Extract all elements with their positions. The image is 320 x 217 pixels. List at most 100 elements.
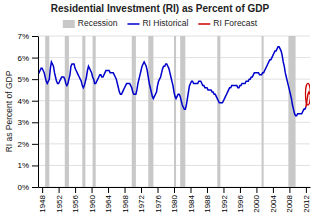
- y-axis-line: [38, 37, 39, 188]
- x-tick-mark: [174, 187, 175, 193]
- y-tick-mark: [32, 122, 38, 123]
- x-tick-mark: [141, 187, 142, 193]
- x-tick-label: 1972: [137, 194, 146, 212]
- y-tick: 3%: [17, 118, 38, 127]
- x-tick-label: 1964: [104, 194, 113, 212]
- x-tick-mark: [59, 187, 60, 193]
- x-tick: 1980: [170, 187, 179, 213]
- x-tick-label: 1976: [154, 194, 163, 212]
- x-tick: 1984: [187, 187, 196, 213]
- x-tick: 1964: [104, 187, 113, 213]
- x-tick-label: 1960: [88, 194, 97, 212]
- legend-item: RI Forecast: [198, 18, 258, 28]
- x-tick-mark: [190, 187, 191, 193]
- legend-item: Recession: [63, 18, 118, 28]
- x-tick: 1968: [121, 187, 130, 213]
- y-grid: [38, 36, 310, 187]
- x-tick: 2000: [252, 187, 261, 213]
- x-tick-label: 1956: [71, 194, 80, 212]
- y-tick-label: 6%: [17, 54, 29, 63]
- y-tick-label: 5%: [17, 75, 29, 84]
- legend-label: Recession: [78, 18, 118, 28]
- x-tick-mark: [207, 187, 208, 193]
- y-tick: 5%: [17, 75, 38, 84]
- y-tick: 2%: [17, 140, 38, 149]
- recession-band: [132, 36, 136, 187]
- recession-band: [180, 36, 185, 187]
- legend-swatch: [198, 23, 210, 25]
- y-axis: 0% 1% 2% 3% 4% 5% 6% 7%: [17, 32, 38, 192]
- legend-swatch: [127, 23, 139, 25]
- x-tick-label: 1988: [203, 194, 212, 212]
- x-tick-label: 2004: [269, 194, 278, 212]
- y-tick-mark: [32, 36, 38, 37]
- x-tick-mark: [75, 187, 76, 193]
- x-tick-mark: [223, 187, 224, 193]
- x-tick: 1976: [154, 187, 163, 213]
- x-axis: 1948 1952 1956 1960 1964 1968 1972 1976 1980 1984…: [38, 187, 311, 213]
- x-tick-label: 1948: [38, 194, 47, 212]
- y-tick: 4%: [17, 97, 38, 106]
- plot-area: 0% 1% 2% 3% 4% 5% 6% 7% 1948 1952 1956 1960 1964 1968…: [17, 32, 311, 213]
- recession-band: [93, 36, 96, 187]
- x-tick-mark: [306, 187, 307, 193]
- x-tick: 1952: [55, 187, 64, 213]
- legend: Recession RI Historical RI Forecast: [63, 18, 258, 28]
- legend-item: RI Historical: [127, 18, 188, 28]
- x-tick-mark: [158, 187, 159, 193]
- x-tick: 2012: [302, 187, 311, 213]
- series-line: [38, 47, 306, 116]
- y-tick-mark: [32, 58, 38, 59]
- x-tick: 1960: [88, 187, 97, 213]
- x-tick: 1972: [137, 187, 146, 213]
- y-tick-mark: [32, 144, 38, 145]
- y-tick-label: 4%: [17, 97, 29, 106]
- x-tick-mark: [125, 187, 126, 193]
- y-tick: 7%: [17, 32, 38, 41]
- y-tick-mark: [32, 79, 38, 80]
- x-tick-label: 2008: [285, 194, 294, 212]
- x-tick-label: 1968: [121, 194, 130, 212]
- y-axis-title: RI as Percent of GDP: [4, 70, 14, 152]
- y-tick-mark: [32, 101, 38, 102]
- x-tick-mark: [92, 187, 93, 193]
- x-tick-mark: [289, 187, 290, 193]
- y-tick-label: 3%: [17, 118, 29, 127]
- chart-svg: Residential Investment (RI) as Percent o…: [0, 0, 320, 217]
- x-tick-mark: [240, 187, 241, 193]
- x-tick: 1992: [220, 187, 229, 213]
- legend-swatch: [63, 20, 75, 28]
- recession-band: [82, 36, 85, 187]
- x-tick-label: 2012: [302, 194, 311, 212]
- chart-title: Residential Investment (RI) as Percent o…: [51, 3, 270, 14]
- x-tick-label: 1980: [170, 194, 179, 212]
- x-tick: 1996: [236, 187, 245, 213]
- recession-band: [217, 36, 220, 187]
- x-tick-mark: [256, 187, 257, 193]
- marks: [38, 36, 310, 187]
- x-tick: 2008: [285, 187, 294, 213]
- x-tick-label: 1996: [236, 194, 245, 212]
- x-tick-label: 1984: [187, 194, 196, 212]
- y-tick-mark: [32, 165, 38, 166]
- y-tick: 1%: [17, 161, 38, 170]
- y-tick-label: 1%: [17, 161, 29, 170]
- x-tick: 2004: [269, 187, 278, 213]
- recession-band: [174, 36, 176, 187]
- legend-label: RI Historical: [142, 18, 188, 28]
- y-tick: 6%: [17, 54, 38, 63]
- x-tick-mark: [273, 187, 274, 193]
- recession-band: [262, 36, 264, 187]
- legend-label: RI Forecast: [213, 18, 258, 28]
- x-tick: 1948: [38, 187, 47, 213]
- x-tick-label: 1952: [55, 194, 64, 212]
- y-tick-label: 7%: [17, 32, 29, 41]
- x-tick-mark: [42, 187, 43, 193]
- recession-band: [65, 36, 69, 187]
- x-tick-label: 2000: [252, 194, 261, 212]
- chart-container: Residential Investment (RI) as Percent o…: [0, 0, 320, 217]
- y-tick: 0%: [17, 183, 38, 192]
- x-tick: 1988: [203, 187, 212, 213]
- y-tick-label: 2%: [17, 140, 29, 149]
- y-tick-mark: [32, 187, 38, 188]
